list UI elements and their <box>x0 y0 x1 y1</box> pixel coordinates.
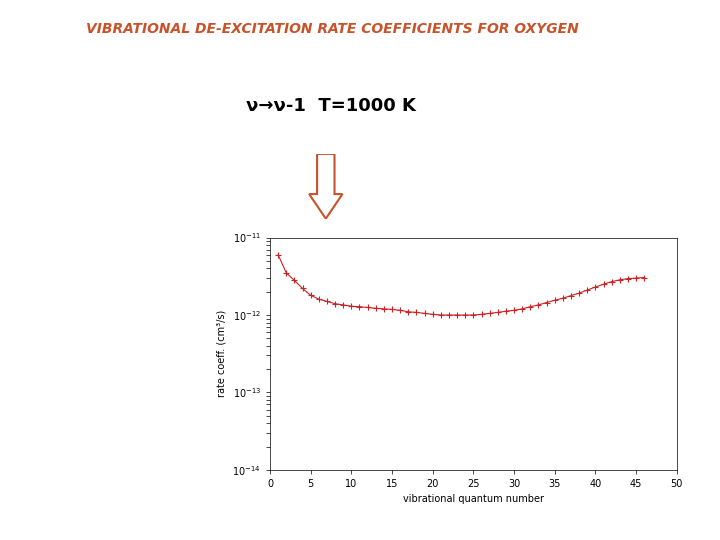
Text: ν→ν-1  T=1000 K: ν→ν-1 T=1000 K <box>246 97 416 115</box>
X-axis label: vibrational quantum number: vibrational quantum number <box>403 495 544 504</box>
Polygon shape <box>309 154 343 219</box>
Text: VIBRATIONAL DE-EXCITATION RATE COEFFICIENTS FOR OXYGEN: VIBRATIONAL DE-EXCITATION RATE COEFFICIE… <box>86 22 579 36</box>
Y-axis label: rate coeff. (cm³/s): rate coeff. (cm³/s) <box>217 310 227 397</box>
